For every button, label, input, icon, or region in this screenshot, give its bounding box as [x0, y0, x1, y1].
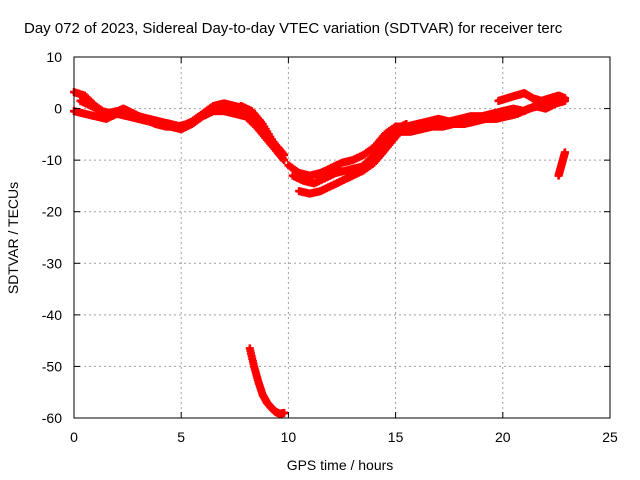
axis-ticks: 0 5 10 15 20 25 10 0 -10 -20 -30 -40 -50 -60: [42, 49, 618, 445]
series-track-e: [288, 96, 565, 188]
x-tick-label: 10: [281, 429, 297, 445]
x-axis-label: GPS time / hours: [287, 457, 394, 473]
y-tick-label: -20: [42, 204, 62, 220]
series-track-c: [76, 96, 286, 159]
data-point: [560, 94, 569, 103]
series-track-i: [554, 148, 569, 180]
y-tick-label: -50: [42, 358, 62, 374]
y-tick-label: -40: [42, 307, 62, 323]
series-track-h: [494, 89, 569, 105]
data-point: [280, 408, 289, 417]
x-tick-label: 25: [602, 429, 618, 445]
x-tick-label: 5: [177, 429, 185, 445]
data-point: [277, 150, 286, 159]
y-tick-label: -10: [42, 152, 62, 168]
y-tick-label: 10: [46, 49, 62, 65]
chart-title: Day 072 of 2023, Sidereal Day-to-day VTE…: [24, 20, 563, 37]
x-tick-label: 20: [495, 429, 511, 445]
data-points: [70, 88, 569, 418]
x-tick-label: 0: [70, 429, 78, 445]
series-track-j: [245, 344, 289, 418]
data-point: [280, 156, 289, 165]
series-track-g: [359, 120, 411, 170]
y-tick-label: -30: [42, 255, 62, 271]
x-tick-label: 15: [388, 429, 404, 445]
y-tick-label: 0: [54, 101, 62, 117]
y-axis-label: SDTVAR / TECUs: [5, 182, 21, 294]
data-point: [402, 120, 411, 129]
y-tick-label: -60: [42, 410, 62, 426]
plot-frame: [73, 56, 611, 419]
data-point: [560, 148, 569, 157]
series-track-f: [295, 130, 400, 198]
